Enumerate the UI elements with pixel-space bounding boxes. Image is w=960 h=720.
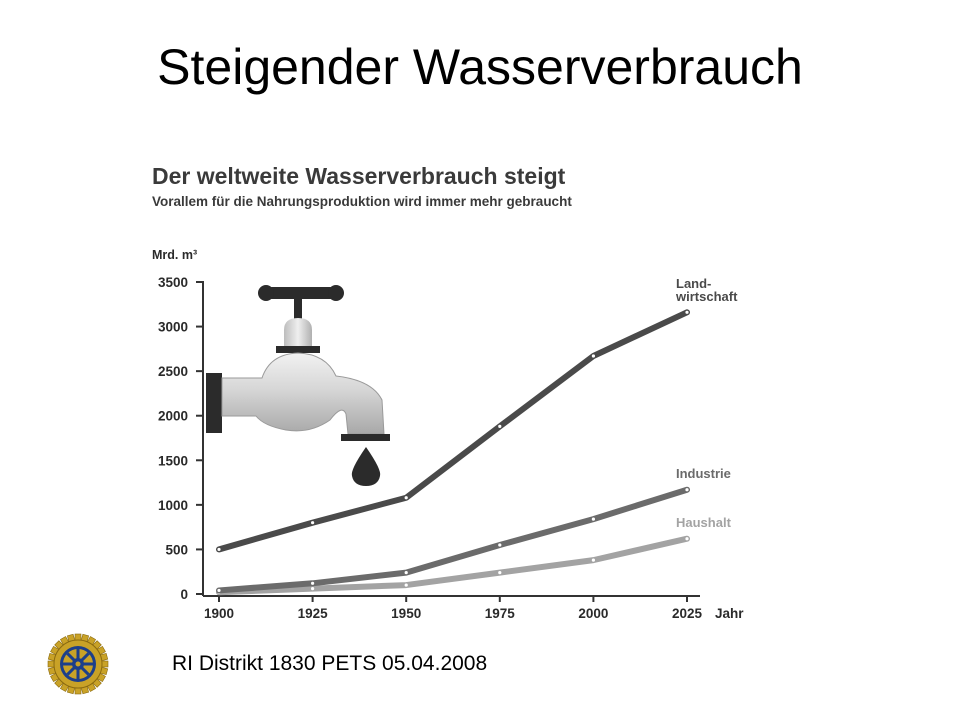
x-tick-label: 2000 xyxy=(578,606,608,621)
x-tick-label: 1925 xyxy=(298,606,329,621)
series-line-1 xyxy=(216,486,690,594)
x-tick-label: 1975 xyxy=(485,606,516,621)
data-point xyxy=(591,517,596,521)
chart-title: Der weltweite Wasserverbrauch steigt xyxy=(152,163,566,189)
data-point xyxy=(404,496,408,500)
y-tick-label: 500 xyxy=(165,542,188,557)
data-point xyxy=(311,521,315,525)
data-point xyxy=(217,547,221,552)
data-point xyxy=(591,354,596,358)
data-point xyxy=(685,310,689,314)
data-point xyxy=(498,571,502,575)
chart-subtitle: Vorallem für die Nahrungsproduktion wird… xyxy=(152,194,572,209)
series-line-2 xyxy=(216,535,690,596)
y-tick-label: 2500 xyxy=(158,364,188,379)
y-tick-label: 1000 xyxy=(158,498,188,513)
footer-text: RI Distrikt 1830 PETS 05.04.2008 xyxy=(172,652,488,675)
data-point xyxy=(685,488,689,492)
series-label-haushalt: Haushalt xyxy=(676,515,732,530)
series-line-0 xyxy=(216,309,690,553)
y-axis-label: Mrd. m³ xyxy=(152,248,197,262)
data-point xyxy=(498,424,502,429)
y-tick-label: 0 xyxy=(180,587,188,602)
x-axis-label: Jahr xyxy=(715,606,744,621)
data-point xyxy=(591,558,596,562)
series-label-landwirtschaft-line1: Land- xyxy=(676,276,711,291)
data-point xyxy=(404,571,408,575)
data-point xyxy=(311,581,315,585)
y-tick-label: 1500 xyxy=(158,453,188,468)
series-label-industrie: Industrie xyxy=(676,466,731,481)
y-tick-label: 3500 xyxy=(158,275,188,290)
x-tick-label: 2025 xyxy=(672,606,703,621)
y-tick-label: 3000 xyxy=(158,320,188,335)
y-tick-label: 2000 xyxy=(158,409,188,424)
data-point xyxy=(311,587,315,591)
slide-title: Steigender Wasserverbrauch xyxy=(157,39,803,95)
x-tick-label: 1950 xyxy=(391,606,421,621)
series-label-landwirtschaft-line2: wirtschaft xyxy=(675,289,738,304)
data-point xyxy=(217,588,221,593)
data-point xyxy=(685,537,689,541)
data-point xyxy=(404,583,408,587)
rotary-wheel-icon xyxy=(47,633,109,695)
x-tick-label: 1900 xyxy=(204,606,234,621)
data-point xyxy=(498,543,502,547)
water-tap-icon xyxy=(206,285,390,486)
